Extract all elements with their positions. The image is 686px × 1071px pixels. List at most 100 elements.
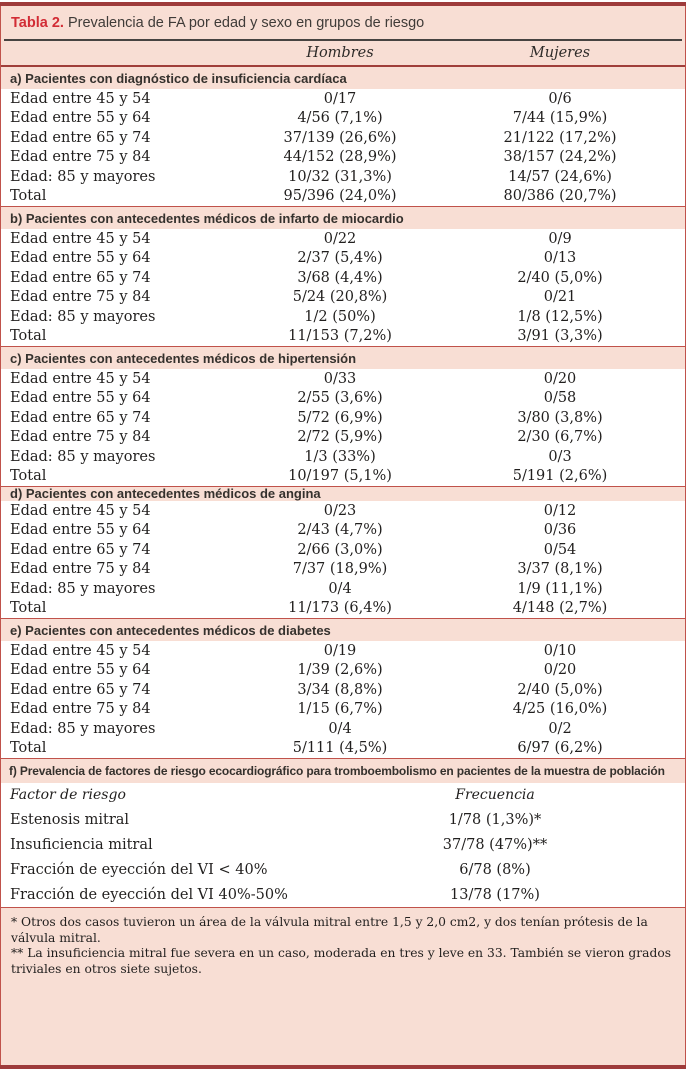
hombres-value: 2/43 (4,7%): [297, 522, 383, 539]
hombres-value: 3/68 (4,4%): [297, 269, 383, 286]
table-row: Fracción de eyección del VI 40%-50% 13/7…: [1, 882, 685, 907]
section-f: f) Prevalencia de factores de riesgo eco…: [1, 758, 685, 907]
row-label: Edad: 85 y mayores: [10, 448, 156, 465]
hombres-value: 3/34 (8,8%): [297, 681, 383, 698]
hombres-value: 5/72 (6,9%): [297, 409, 383, 426]
factor-de-riesgo-header: Factor de riesgo: [10, 787, 126, 803]
section-rows: Edad entre 45 y 54 0/23 0/12 Edad entre …: [1, 501, 685, 618]
bottom-rule: [0, 1065, 686, 1069]
section-f-colheader-row: Factor de riesgo Frecuencia: [1, 783, 685, 807]
mujeres-value: 0/6: [548, 90, 572, 107]
hombres-value: 4/56 (7,1%): [297, 110, 383, 127]
section-header: a) Pacientes con diagnóstico de insufici…: [1, 67, 685, 89]
table-row: Edad entre 65 y 74 5/72 (6,9%) 3/80 (3,8…: [1, 408, 685, 428]
mujeres-value: 0/54: [543, 541, 577, 558]
table-row: Edad entre 75 y 84 2/72 (5,9%) 2/30 (6,7…: [1, 427, 685, 447]
row-label: Edad entre 65 y 74: [10, 681, 151, 698]
mujeres-value: 2/40 (5,0%): [517, 681, 603, 698]
table-row: Total 11/173 (6,4%) 4/148 (2,7%): [1, 598, 685, 618]
column-header-hombres: Hombres: [306, 45, 374, 61]
row-label: Edad entre 55 y 64: [10, 250, 151, 267]
mujeres-value: 3/37 (8,1%): [517, 561, 603, 578]
table-row: Estenosis mitral 1/78 (1,3%)*: [1, 807, 685, 832]
mujeres-value: 0/10: [543, 642, 577, 659]
hombres-value: 1/2 (50%): [304, 308, 376, 325]
hombres-value: 2/55 (3,6%): [297, 390, 383, 407]
mujeres-value: 0/20: [543, 370, 577, 387]
row-label: Edad entre 65 y 74: [10, 129, 151, 146]
table-section: e) Pacientes con antecedentes médicos de…: [1, 618, 685, 758]
section-rows: Edad entre 45 y 54 0/17 0/6 Edad entre 5…: [1, 89, 685, 206]
hombres-value: 1/3 (33%): [304, 448, 376, 465]
top-rule: [0, 2, 686, 6]
mujeres-value: 0/58: [543, 390, 577, 407]
row-label: Edad entre 65 y 74: [10, 269, 151, 286]
mujeres-value: 1/9 (11,1%): [517, 580, 603, 597]
factor-label: Fracción de eyección del VI 40%-50%: [10, 886, 288, 903]
table-row: Edad entre 65 y 74 37/139 (26,6%) 21/122…: [1, 128, 685, 148]
table-row: Edad entre 45 y 54 0/19 0/10: [1, 641, 685, 661]
row-label: Total: [10, 740, 47, 757]
hombres-value: 5/111 (4,5%): [292, 740, 388, 757]
table-row: Total 11/153 (7,2%) 3/91 (3,3%): [1, 326, 685, 346]
mujeres-value: 14/57 (24,6%): [508, 168, 612, 185]
table-row: Edad entre 65 y 74 3/68 (4,4%) 2/40 (5,0…: [1, 268, 685, 288]
row-label: Total: [10, 600, 47, 617]
frecuencia-value: 1/78 (1,3%)*: [448, 811, 542, 828]
factor-label: Insuficiencia mitral: [10, 836, 153, 853]
mujeres-value: 0/20: [543, 662, 577, 679]
hombres-value: 0/33: [323, 370, 357, 387]
row-label: Edad entre 75 y 84: [10, 701, 151, 718]
table-frame: Tabla 2. Prevalencia de FA por edad y se…: [0, 6, 686, 1065]
table-row: Edad: 85 y mayores 1/3 (33%) 0/3: [1, 447, 685, 467]
frecuencia-value: 37/78 (47%)**: [442, 836, 548, 853]
table-row: Edad: 85 y mayores 1/2 (50%) 1/8 (12,5%): [1, 307, 685, 327]
table-row: Fracción de eyección del VI < 40% 6/78 (…: [1, 857, 685, 882]
row-label: Edad entre 45 y 54: [10, 370, 151, 387]
section-f-header: f) Prevalencia de factores de riesgo eco…: [1, 758, 685, 783]
hombres-value: 0/19: [323, 642, 357, 659]
mujeres-value: 2/30 (6,7%): [517, 429, 603, 446]
row-label: Edad entre 45 y 54: [10, 230, 151, 247]
hombres-value: 7/37 (18,9%): [292, 561, 388, 578]
hombres-value: 2/66 (3,0%): [297, 541, 383, 558]
section-f-data-rows: Estenosis mitral 1/78 (1,3%)* Insuficien…: [1, 807, 685, 907]
row-label: Edad entre 65 y 74: [10, 541, 151, 558]
table-row: Edad entre 55 y 64 2/43 (4,7%) 0/36: [1, 520, 685, 540]
footnote-2: ** La insuficiencia mitral fue severa en…: [11, 946, 672, 976]
hombres-value: 0/23: [323, 502, 357, 519]
table-row: Edad entre 55 y 64 2/37 (5,4%) 0/13: [1, 248, 685, 268]
hombres-value: 5/24 (20,8%): [292, 289, 388, 306]
table-row: Edad entre 45 y 54 0/22 0/9: [1, 229, 685, 249]
mujeres-value: 2/40 (5,0%): [517, 269, 603, 286]
frecuencia-value: 6/78 (8%): [459, 861, 531, 878]
table-row: Edad entre 65 y 74 3/34 (8,8%) 2/40 (5,0…: [1, 680, 685, 700]
section-header: e) Pacientes con antecedentes médicos de…: [1, 618, 685, 641]
mujeres-value: 7/44 (15,9%): [512, 110, 608, 127]
hombres-value: 11/173 (6,4%): [288, 600, 392, 617]
mujeres-value: 1/8 (12,5%): [517, 308, 603, 325]
mujeres-value: 0/36: [543, 522, 577, 539]
row-label: Edad entre 75 y 84: [10, 289, 151, 306]
hombres-value: 10/32 (31,3%): [288, 168, 392, 185]
hombres-value: 1/15 (6,7%): [297, 701, 383, 718]
factor-label: Estenosis mitral: [10, 811, 130, 828]
section-header: b) Pacientes con antecedentes médicos de…: [1, 206, 685, 229]
factor-label: Fracción de eyección del VI < 40%: [10, 861, 268, 878]
section-rows: Edad entre 45 y 54 0/19 0/10 Edad entre …: [1, 641, 685, 758]
column-header-mujeres: Mujeres: [529, 45, 591, 61]
row-label: Edad entre 45 y 54: [10, 90, 151, 107]
hombres-value: 10/197 (5,1%): [288, 468, 392, 485]
frecuencia-header: Frecuencia: [455, 787, 535, 803]
table-section: b) Pacientes con antecedentes médicos de…: [1, 206, 685, 346]
hombres-value: 44/152 (28,9%): [283, 149, 397, 166]
table-row: Edad: 85 y mayores 10/32 (31,3%) 14/57 (…: [1, 167, 685, 187]
footnotes: * Otros dos casos tuvieron un área de la…: [1, 908, 685, 1065]
mujeres-value: 4/25 (16,0%): [512, 701, 608, 718]
table-row: Edad entre 55 y 64 1/39 (2,6%) 0/20: [1, 660, 685, 680]
mujeres-value: 0/12: [543, 502, 577, 519]
table-row: Total 5/111 (4,5%) 6/97 (6,2%): [1, 738, 685, 758]
row-label: Edad: 85 y mayores: [10, 308, 156, 325]
section-header: d) Pacientes con antecedentes médicos de…: [1, 486, 685, 501]
row-label: Edad entre 55 y 64: [10, 662, 151, 679]
